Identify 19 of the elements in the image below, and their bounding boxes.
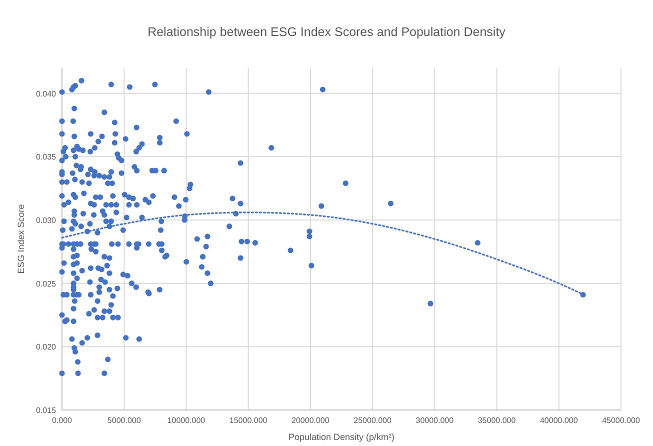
x-tick-label: 40000.000 — [540, 416, 578, 425]
x-tick-label: 30000.000 — [416, 416, 454, 425]
x-tick-label: 10000.000 — [167, 416, 206, 425]
y-tick-label: 0.025 — [36, 279, 57, 288]
x-tick-label: 15000.000 — [229, 416, 268, 425]
x-tick-label: 0.000 — [52, 416, 73, 425]
chart-title: Relationship between ESG Index Scores and Population Density — [148, 25, 506, 39]
y-tick-label: 0.015 — [36, 406, 57, 415]
x-tick-label: 5000.000 — [107, 416, 142, 425]
y-tick-label: 0.030 — [36, 216, 57, 225]
x-tick-label: 45000.000 — [602, 416, 640, 425]
y-axis-title: ESG Index Score — [16, 204, 26, 274]
y-tick-label: 0.020 — [36, 342, 57, 352]
x-tick-label: 25000.000 — [354, 416, 392, 425]
y-tick-label: 0.035 — [36, 152, 57, 162]
x-axis-title: Population Density (p/km²) — [288, 432, 395, 442]
x-tick-label: 20000.000 — [292, 416, 330, 425]
x-tick-label: 35000.000 — [478, 416, 516, 425]
y-tick-label: 0.040 — [36, 89, 57, 98]
